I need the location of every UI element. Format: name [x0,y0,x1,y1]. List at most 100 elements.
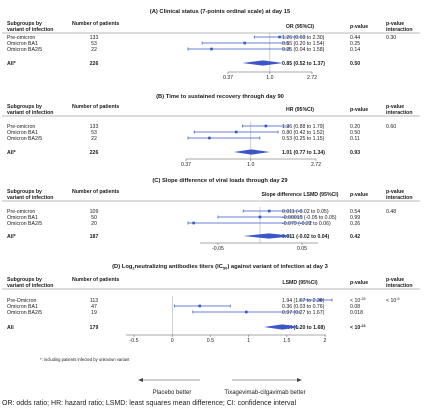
overall-diamond [263,324,301,330]
row-pinteraction: 0.48 [386,209,396,215]
row-estimate: -0.00015 (-0.05 to 0.05) [282,215,337,221]
row-estimate: 0.011 (-0.02 to 0.05) [282,209,329,215]
row-pvalue: 0.14 [350,47,360,53]
col-header-subgroup-line2: variant of infection [7,110,53,116]
overall-estimate: 0.011 (-0.02 to 0.04) [282,234,330,240]
row-patients: 133 [90,124,99,130]
row-patients: 22 [91,136,97,142]
row-label: Omicron BA1 [7,215,38,221]
point-estimate [264,124,268,128]
overall-diamond [243,233,294,239]
row-label: Omicron BA1 [7,304,38,310]
row-patients: 19 [91,310,97,316]
point-estimate [245,310,248,314]
col-header-pinteraction: p-value [386,189,404,195]
col-header-estimate: OR (95%CI) [286,24,315,30]
col-header-pinteraction: p-value [386,104,404,110]
col-header-pinteraction-line2: interaction [386,195,413,201]
col-header-pinteraction: p-value [386,21,404,27]
row-pvalue: 0.44 [350,35,360,41]
row-patients: 50 [91,215,97,221]
x-axis-tick-label: 1.0 [247,162,254,168]
row-label: Pre-omicron [7,124,35,130]
x-axis-tick-label: 2.72 [307,75,317,81]
row-pvalue: 0.26 [350,221,360,227]
overall-label: All* [7,234,17,240]
overall-patients: 187 [90,234,99,240]
x-axis-tick-label: 1 [247,338,250,344]
row-estimate: 0.36 (0.03 to 0.76) [282,304,325,310]
row-pvalue: 0.08 [350,304,360,310]
col-header-patients: Number of patients [72,189,119,195]
overall-pvalue: < 10-23 [350,324,365,331]
forest-panel-a: (A) Clinical status (7-points ordinal sc… [2,9,420,81]
row-patients: 53 [91,41,97,47]
point-estimate [243,41,246,45]
row-estimate: 0.80 (0.42 to 1.52) [282,130,325,136]
row-estimate: 0.25 (0.04 to 1.58) [282,47,325,53]
row-pvalue: 0.99 [350,215,360,221]
col-header-estimate: Slope difference LSMD (95%CI) [262,192,339,198]
panel-title: (A) Clinical status (7-points ordinal sc… [150,9,291,15]
point-estimate [234,130,238,134]
row-patients: 22 [91,47,97,53]
row-estimate: 1.26 (0.88 to 1.79) [282,124,325,130]
overall-patients: 226 [90,150,99,156]
abbreviations-footnote: OR: odds ratio; HR: hazard ratio; LSMD: … [2,400,297,407]
x-axis-tick-label: 1.0 [266,75,273,81]
row-patients: 47 [91,304,97,310]
row-pinteraction: < 10-5 [386,297,399,304]
col-header-subgroup-line2: variant of infection [7,27,53,33]
panel-title: (D) Log2neutralizing antibodies titers (… [112,264,328,271]
col-header-estimate: HR (95%CI) [286,107,314,113]
overall-diamond [242,60,284,66]
row-estimate: -0.079 (-0.22 to 0.06) [282,221,331,227]
overall-diamond [233,149,270,155]
overall-estimate: 1.44 (1.20 to 1.68) [282,325,325,331]
row-estimate: 0.97 (0.27 to 1.67) [282,310,325,316]
col-header-pinteraction-line2: interaction [386,283,413,289]
row-label: Omicron BA2/5 [7,221,42,227]
row-estimate: 0.55 (0.20 to 1.54) [282,41,325,47]
row-label: Omicron BA2/5 [7,310,42,316]
overall-label: All* [7,150,17,156]
row-estimate: 1.94 (1.67 to 2.20) [282,298,325,304]
direction-label-placebo: Placebo better [153,390,192,396]
overall-estimate: 1.01 (0.77 to 1.34) [282,150,325,156]
col-header-subgroup: Subgroups by [7,21,42,27]
forest-panel-b: (B) Time to sustained recovery through d… [2,94,420,168]
col-header-pvalue: p-value [350,107,368,113]
arrow-left-head [138,378,143,382]
col-header-pvalue: p-value [350,192,368,198]
overall-label: All* [7,61,17,67]
col-header-pvalue: p-value [350,24,368,30]
col-header-pinteraction: p-value [386,277,404,283]
x-axis-tick-label: 0 [171,338,174,344]
overall-pvalue: 0.50 [350,61,360,67]
panel-title: (B) Time to sustained recovery through d… [156,94,284,100]
col-header-patients: Number of patients [72,277,119,283]
asterisk-note: *: including patients infected by unknow… [40,357,130,362]
arrow-right-head [297,378,302,382]
row-patients: 113 [90,298,98,304]
row-label: Omicron BA1 [7,130,38,136]
col-header-subgroup: Subgroups by [7,104,42,110]
row-patients: 20 [91,221,97,227]
col-header-subgroup: Subgroups by [7,277,42,283]
row-estimate: 0.53 (0.25 to 1.15) [282,136,325,142]
overall-pvalue: 0.93 [350,150,360,156]
col-header-estimate: LSMD (95%CI) [282,280,317,286]
row-patients: 133 [90,35,99,41]
point-estimate [278,35,281,39]
overall-patients: 179 [90,325,99,331]
row-label: Omicron BA2/5 [7,47,42,53]
row-pvalue: 0.25 [350,41,360,47]
overall-label: All [7,325,14,331]
row-label: Omicron BA2/5 [7,136,42,142]
col-header-pvalue: p-value [350,280,368,286]
x-axis-tick-label: 2 [324,338,327,344]
point-estimate [208,136,211,140]
row-estimate: 1.26 (0.69 to 2.30) [282,35,325,41]
col-header-subgroup-line2: variant of infection [7,283,53,289]
forest-panel-d: (D) Log2neutralizing antibodies titers (… [2,264,420,344]
